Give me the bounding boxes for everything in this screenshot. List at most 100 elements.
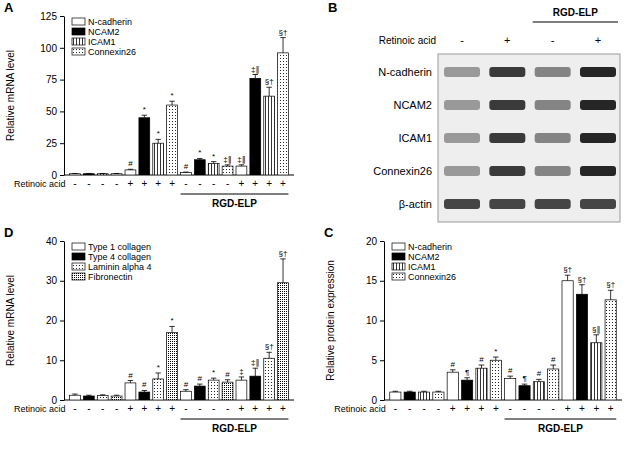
error-bar-stem	[553, 365, 554, 369]
legend-swatch	[72, 263, 85, 270]
legend-swatch	[72, 253, 85, 260]
bars	[70, 38, 289, 175]
x-tick-label: +	[450, 403, 456, 414]
significance-label: *	[212, 368, 215, 377]
significance-label: ¶	[522, 374, 526, 383]
bar	[97, 396, 108, 400]
error-bar-cap	[155, 139, 160, 140]
y-tick-mark	[380, 360, 384, 361]
blot-band	[444, 133, 480, 143]
legend: N-cadherinNCAM2ICAM1Connexin26	[392, 242, 456, 282]
error-bar-cap	[253, 74, 258, 75]
significance-label: #	[508, 366, 513, 375]
x-tick-label: +	[169, 403, 175, 414]
error-bar-cap	[100, 173, 105, 174]
y-tick-label: 75	[46, 74, 58, 85]
x-tick-label: +	[128, 178, 134, 189]
y-tick-mark	[60, 111, 64, 112]
error-bar-stem	[283, 259, 284, 283]
legend-label: Connexin26	[88, 47, 136, 57]
error-bar-cap	[280, 258, 285, 259]
significance-label: §†	[563, 265, 572, 274]
y-tick-mark	[60, 48, 64, 49]
error-bar-cap	[211, 161, 216, 162]
x-tick-label: -	[552, 403, 555, 414]
group-label: RGD-ELP	[212, 423, 257, 434]
error-bar-cap	[421, 391, 427, 392]
y-tick: 75	[46, 74, 64, 85]
group-bracket	[181, 193, 289, 194]
legend-label: N-cadherin	[408, 242, 452, 252]
bar	[236, 166, 247, 175]
error-bar	[142, 390, 147, 392]
error-bar	[128, 169, 133, 171]
error-bar-stem	[610, 290, 611, 300]
blot-band	[444, 166, 480, 176]
error-bar-cap	[536, 379, 542, 380]
group-bracket	[533, 21, 618, 22]
y-tick-label: 10	[46, 355, 58, 366]
error-bar-cap	[183, 172, 188, 173]
error-bar	[493, 357, 499, 360]
y-axis-title: Relative mRNA level	[5, 275, 16, 366]
error-bar	[197, 158, 202, 159]
x-tick-label: -	[509, 403, 512, 414]
error-bar	[608, 290, 614, 300]
significance-label: #	[451, 360, 456, 369]
group-bracket	[181, 418, 289, 419]
blot-band	[444, 100, 480, 110]
panel-title: C	[324, 225, 334, 240]
y-axis-title: Relative protein expression	[325, 260, 336, 381]
x-axis-title: Retinoic acid	[334, 404, 386, 414]
error-bar-cap	[393, 391, 399, 392]
y-tick-mark	[60, 400, 64, 401]
significance-labels: ##§†¶¶§†##§∥*#§†	[451, 265, 616, 383]
significance-label: *	[212, 152, 215, 161]
y-tick-mark	[60, 241, 64, 242]
legend-swatch	[392, 263, 405, 270]
bar	[278, 53, 289, 175]
error-bar-stem	[283, 38, 284, 53]
x-tick-label: -	[184, 403, 187, 414]
error-bar	[142, 115, 147, 118]
legend-label: NCAM2	[408, 252, 440, 262]
y-tick: 100	[40, 43, 64, 54]
bar	[139, 392, 150, 400]
error-bar-cap	[507, 376, 513, 377]
error-bar	[183, 390, 188, 392]
group-label: RGD-ELP	[538, 423, 583, 434]
error-bar-cap	[114, 173, 119, 174]
significance-label: #	[551, 355, 556, 364]
x-tick-label: +	[493, 403, 499, 414]
lane-label: -	[551, 34, 555, 46]
significance-label: #	[142, 380, 147, 389]
bar	[591, 343, 602, 400]
y-axis: 0255075100125	[40, 11, 64, 181]
bar	[250, 376, 261, 400]
x-tick-label: -	[226, 178, 229, 189]
legend: Type 1 collagenType 4 collagenLaminin al…	[72, 242, 152, 282]
bar	[139, 118, 150, 175]
error-bar	[507, 376, 513, 378]
y-axis: 05101520	[366, 236, 385, 406]
error-bar-stem	[158, 373, 159, 379]
x-tick-label: +	[141, 403, 147, 414]
y-tick-label: 50	[46, 106, 58, 117]
legend-label: Type 1 collagen	[88, 242, 151, 252]
error-bar-cap	[253, 368, 258, 369]
bar	[181, 172, 192, 175]
x-tick-label: +	[239, 178, 245, 189]
error-bar	[155, 373, 160, 379]
bar	[576, 294, 587, 400]
error-bar	[579, 285, 585, 295]
error-bar-cap	[197, 384, 202, 385]
blot-band	[535, 67, 571, 77]
error-bar	[114, 395, 119, 397]
y-tick: 20	[46, 315, 64, 326]
error-bar-cap	[155, 372, 160, 373]
error-bar-cap	[142, 390, 147, 391]
bar	[111, 396, 122, 400]
error-bar	[72, 394, 77, 395]
x-tick-label: -	[212, 178, 215, 189]
bar	[167, 105, 178, 175]
